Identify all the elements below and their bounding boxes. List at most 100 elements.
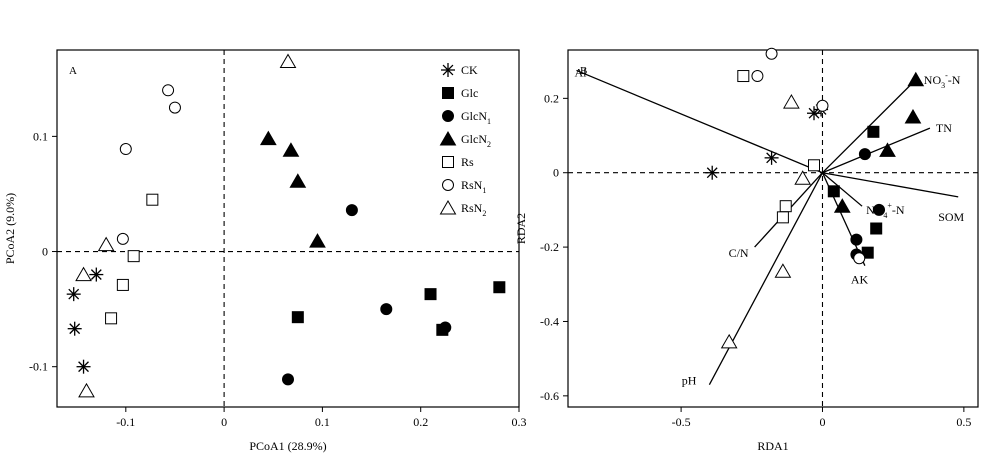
vector-label: NO3--N	[924, 71, 961, 90]
y-tick-label: 0	[553, 166, 559, 180]
legend-marker	[442, 110, 454, 122]
vector-label: C/N	[729, 246, 749, 260]
panel-b-rda: -0.5 0 0.5-0.6-0.4-0.200.2RDA1RDA2BAlNO3--…	[514, 47, 979, 453]
series-rsn1	[751, 47, 866, 265]
legend-label-main: Glc	[461, 86, 478, 100]
data-point-stroke	[90, 269, 102, 280]
series-rsn2	[75, 53, 297, 398]
data-point	[89, 267, 104, 282]
data-point	[309, 233, 326, 248]
legend-item-rsn1: RsN1	[442, 178, 486, 195]
x-tick-label: 0.2	[413, 415, 428, 429]
vector-som	[822, 172, 959, 198]
data-point	[67, 321, 82, 336]
legend-label: CK	[461, 63, 478, 77]
vector-label-sub: 3	[941, 81, 945, 90]
vector-label-suffix: -N	[948, 73, 961, 87]
data-point	[168, 101, 181, 114]
data-point	[146, 193, 159, 206]
legend-label-main: RsN	[461, 201, 483, 215]
data-point	[879, 142, 896, 157]
vector-label-sup: -	[945, 71, 948, 80]
legend-marker	[439, 199, 457, 215]
vector-label-suffix: -N	[892, 203, 905, 217]
plot-frame	[56, 49, 520, 408]
vector-label: SOM	[938, 210, 964, 224]
data-point	[116, 278, 129, 291]
series-rsn1	[116, 84, 181, 245]
data-point	[853, 252, 866, 265]
legend-item-rsn2: RsN2	[439, 199, 486, 218]
legend-label-sub: 1	[482, 186, 486, 195]
series-rsn2	[720, 94, 812, 349]
legend-label-sub: 1	[487, 117, 491, 126]
data-point-stroke	[766, 152, 777, 164]
data-point	[833, 198, 851, 213]
vector-label-sub: 4	[883, 211, 887, 220]
data-point	[779, 200, 792, 213]
data-point	[751, 70, 764, 83]
data-point	[873, 203, 886, 216]
data-point	[105, 312, 118, 325]
data-point	[493, 281, 506, 294]
x-tick-label: 0.5	[956, 415, 971, 429]
data-point	[907, 71, 925, 87]
series-glcn2	[259, 130, 326, 248]
y-tick-label: 0	[42, 245, 48, 259]
data-point	[380, 303, 393, 316]
data-point-stroke	[78, 361, 89, 373]
series-ck	[66, 267, 104, 374]
legend-item-glc: Glc	[442, 86, 478, 100]
vector-label-sup: +	[887, 201, 892, 210]
vector-label: AK	[851, 273, 869, 287]
data-point	[66, 287, 81, 302]
legend-label-main: CK	[461, 63, 478, 77]
plot-frame	[567, 49, 979, 408]
data-point	[764, 150, 779, 165]
x-axis-label: RDA1	[757, 439, 788, 453]
data-point	[282, 373, 294, 386]
series-glcn2	[833, 71, 925, 213]
legend-item-glcn1: GlcN1	[442, 109, 491, 126]
panel-a-pcoa: -0.1 0 0.1 0.2 0.3 -0.1 0 0.1 PCoA1 (28.9%) PCoA2…	[3, 49, 527, 453]
x-tick-label: 0	[221, 415, 227, 429]
legend-label-sub: 2	[482, 209, 486, 218]
data-point	[78, 382, 95, 398]
vector-ph	[708, 172, 824, 385]
legend-marker	[442, 87, 454, 99]
data-point	[439, 321, 452, 334]
data-point	[776, 211, 789, 224]
y-tick-label: -0.1	[29, 360, 48, 374]
data-point	[858, 148, 871, 161]
data-point	[870, 222, 883, 235]
panel-label: A	[69, 65, 77, 77]
legend-marker	[442, 156, 454, 168]
x-tick-label: 0	[819, 415, 825, 429]
panel-label: B	[580, 65, 587, 77]
vector-tn	[822, 127, 931, 174]
vector-al	[576, 69, 823, 174]
x-tick-label: 0.3	[512, 415, 527, 429]
data-point	[289, 173, 307, 188]
data-point	[827, 185, 840, 198]
y-tick-label: 0.2	[544, 91, 559, 105]
data-point	[816, 99, 829, 112]
data-point	[774, 263, 792, 278]
data-point	[765, 47, 778, 60]
vector-label-main: NH	[866, 203, 884, 217]
y-tick-label: 0.1	[33, 129, 48, 143]
legend-label: GlcN1	[461, 109, 491, 126]
data-point	[127, 250, 140, 263]
x-tick-label: -0.1	[116, 415, 135, 429]
y-axis-label: RDA2	[514, 213, 528, 244]
data-point	[162, 84, 175, 97]
data-point	[705, 165, 720, 180]
legend-label: RsN1	[461, 178, 486, 195]
legend-label-main: GlcN	[461, 132, 487, 146]
y-tick-label: -0.4	[540, 314, 559, 328]
series-rs	[105, 193, 159, 325]
data-point-stroke	[68, 288, 80, 300]
legend-label-sub: 2	[487, 140, 491, 149]
